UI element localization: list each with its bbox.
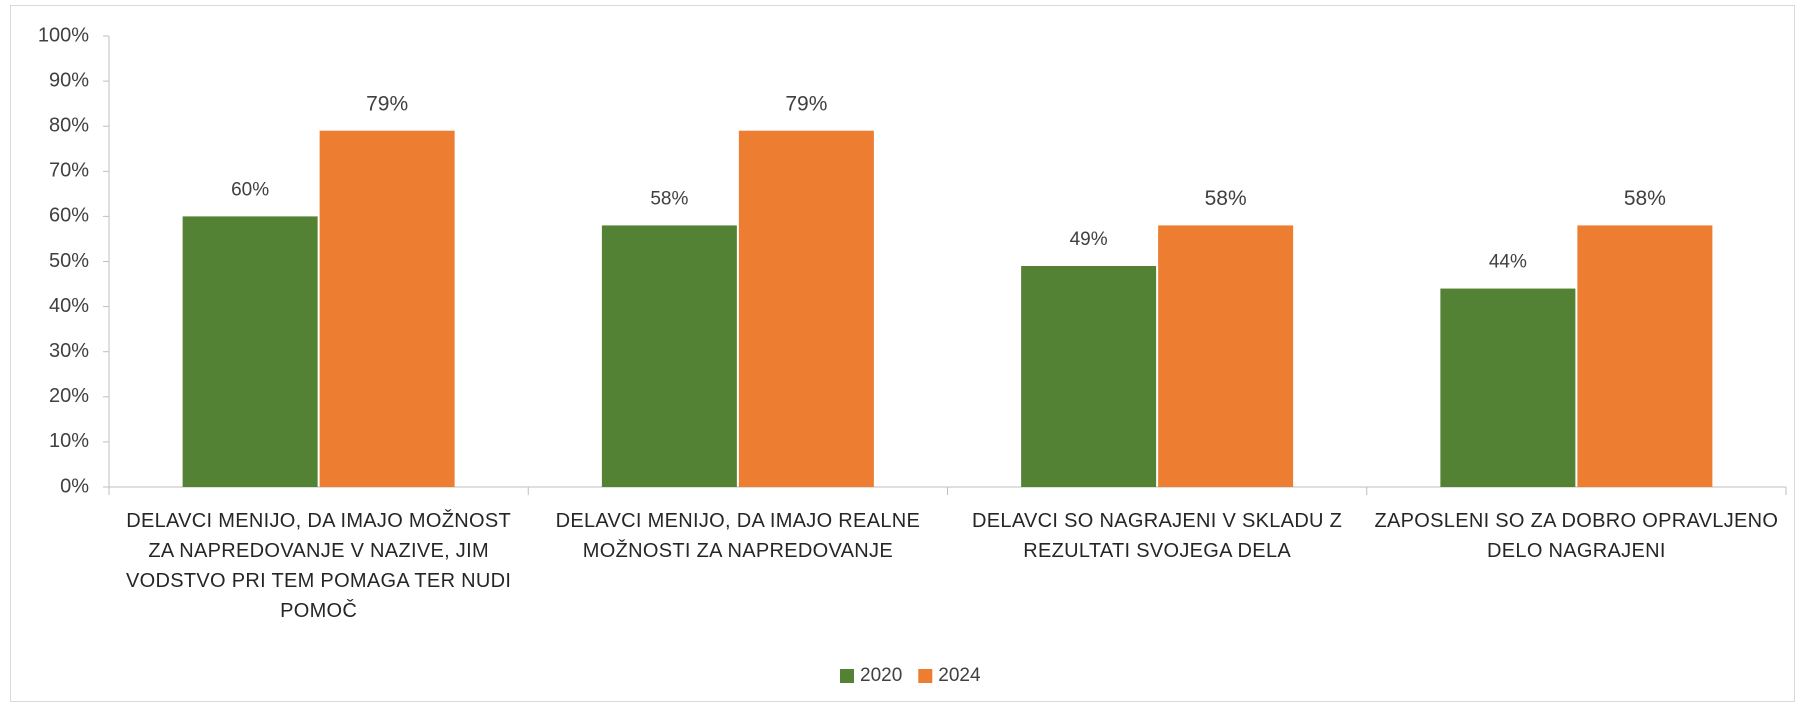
value-label: 79% bbox=[366, 92, 408, 115]
x-tick-label: DELAVCI MENIJO, DA IMAJO REALNE MOŽNOSTI… bbox=[555, 510, 921, 562]
y-tick-label: 100% bbox=[38, 24, 89, 46]
legend-label: 2024 bbox=[938, 665, 981, 686]
bar bbox=[601, 225, 737, 488]
y-tick-label: 90% bbox=[49, 69, 89, 91]
bar bbox=[319, 130, 455, 487]
value-label: 49% bbox=[1070, 229, 1108, 250]
y-tick-label: 70% bbox=[49, 160, 89, 182]
x-tick-label: ZAPOSLENI SO ZA DOBRO OPRAVLJENO DELO NA… bbox=[1374, 510, 1779, 562]
bar bbox=[1158, 225, 1294, 488]
chart-border bbox=[10, 5, 1795, 702]
y-tick-label: 50% bbox=[49, 250, 89, 272]
y-tick-label: 30% bbox=[49, 340, 89, 362]
legend-swatch bbox=[918, 669, 933, 683]
legend-label: 2020 bbox=[860, 665, 902, 686]
bar bbox=[1440, 288, 1576, 487]
y-tick-label: 40% bbox=[49, 295, 89, 317]
value-label: 58% bbox=[1624, 187, 1666, 210]
y-tick-label: 80% bbox=[49, 114, 89, 136]
y-tick-label: 0% bbox=[60, 475, 89, 497]
bar bbox=[738, 130, 874, 487]
bar bbox=[182, 216, 318, 487]
y-tick-label: 20% bbox=[49, 385, 89, 407]
bar bbox=[1577, 225, 1713, 488]
value-label: 44% bbox=[1489, 252, 1527, 273]
y-tick-label: 60% bbox=[49, 205, 89, 227]
bar bbox=[1021, 266, 1157, 487]
value-label: 60% bbox=[231, 179, 269, 200]
value-label: 58% bbox=[650, 188, 688, 209]
value-label: 58% bbox=[1205, 187, 1247, 210]
x-tick-label: DELAVCI SO NAGRAJENI V SKLADU Z REZULTAT… bbox=[972, 510, 1343, 562]
legend-swatch bbox=[840, 669, 854, 683]
x-tick-label: DELAVCI MENIJO, DA IMAJO MOŽNOST ZA NAPR… bbox=[125, 510, 512, 622]
value-label: 79% bbox=[785, 92, 827, 115]
y-tick-label: 10% bbox=[49, 430, 89, 452]
